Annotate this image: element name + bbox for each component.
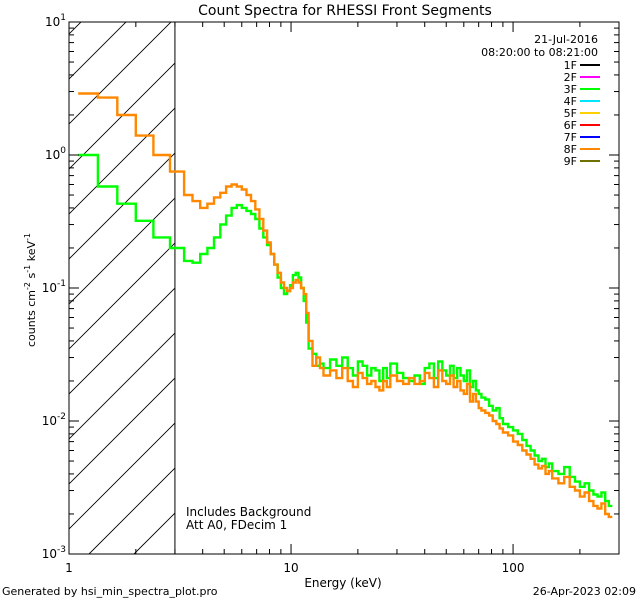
annotation-attenuator: Att A0, FDecim 1 (186, 518, 287, 532)
time-range-label: 08:20:00 to 08:21:00 (481, 46, 598, 59)
x-axis-label: Energy (keV) (304, 576, 381, 590)
plot-frame (68, 21, 620, 555)
hatch-line (69, 197, 175, 305)
axis-ticks (68, 21, 620, 555)
hatch-line (314, 0, 640, 554)
hatched-region (69, 0, 640, 554)
hatch-line (69, 422, 175, 530)
hatch-line (269, 0, 640, 554)
y-tick-label: 10-2 (42, 412, 66, 428)
hatch-line (69, 62, 175, 170)
y-tick-label: 100 (45, 146, 66, 162)
legend-label-6F: 6F (564, 119, 577, 132)
y-tick-label: 10-3 (42, 545, 66, 561)
chart-title: Count Spectra for RHESSI Front Segments (198, 3, 492, 19)
legend-label-1F: 1F (564, 59, 577, 72)
generated-by-label: Generated by hsi_min_spectra_plot.pro (2, 585, 218, 598)
legend-label-3F: 3F (564, 83, 577, 96)
date-label: 21-Jul-2016 (534, 33, 598, 46)
hatch-line (69, 287, 175, 395)
legend-label-9F: 9F (564, 155, 577, 168)
y-tick-label: 10-1 (42, 279, 66, 295)
legend-label-5F: 5F (564, 107, 577, 120)
series-layer (78, 92, 613, 519)
hatch-line (69, 377, 175, 485)
hatch-line (359, 0, 640, 554)
x-tick-label: 10 (283, 561, 298, 575)
legend-label-2F: 2F (564, 71, 577, 84)
hatch-line (224, 0, 640, 554)
legend-label-4F: 4F (564, 95, 577, 108)
legend-label-7F: 7F (564, 131, 577, 144)
hatch-line (69, 152, 175, 260)
hatch-line (69, 242, 175, 350)
y-axis-label: counts cm-2 s-1 keV-1 (23, 233, 38, 347)
x-tick-labels: 1 10 100 (65, 561, 524, 575)
x-tick-label: 1 (65, 561, 73, 575)
legend-label-8F: 8F (564, 143, 577, 156)
hatch-line (69, 22, 127, 80)
x-tick-label: 100 (502, 561, 525, 575)
y-tick-label: 101 (45, 13, 66, 29)
series-8F (78, 92, 613, 519)
footer-timestamp: 26-Apr-2023 02:09 (533, 585, 636, 598)
annotation-background: Includes Background (186, 505, 311, 519)
hatch-line (69, 22, 172, 125)
hatch-line (584, 0, 640, 554)
y-tick-labels: 10-3 10-2 10-1 100 101 (42, 13, 67, 561)
hatch-line (404, 0, 640, 554)
series-3F (78, 153, 613, 508)
